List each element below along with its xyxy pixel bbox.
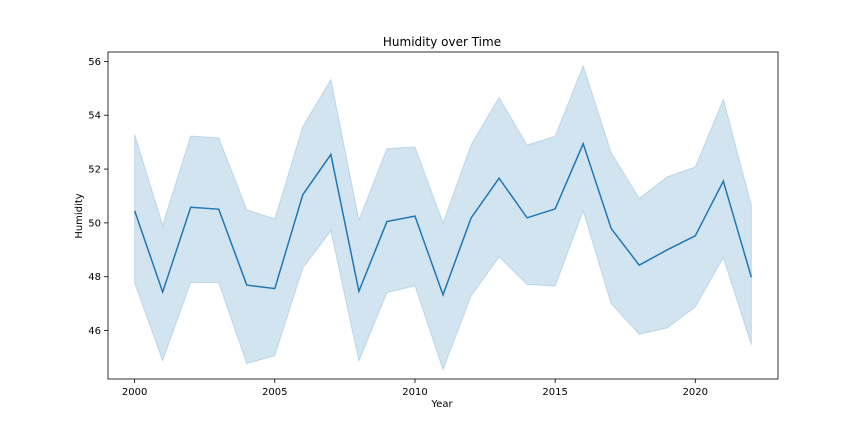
series-line bbox=[133, 141, 753, 297]
chart-title: Humidity over Time bbox=[383, 35, 501, 49]
x-tick-label: 2005 bbox=[262, 387, 287, 398]
plot-area-frame bbox=[107, 51, 779, 380]
y-tick-label: 56 bbox=[88, 57, 101, 68]
x-tick-label: 2000 bbox=[122, 387, 147, 398]
y-axis-ticks: 46 48 50 52 54 56 bbox=[88, 57, 108, 337]
line-layer bbox=[133, 141, 753, 297]
y-tick-label: 52 bbox=[88, 165, 101, 176]
y-tick-label: 48 bbox=[88, 272, 101, 283]
y-tick-label: 46 bbox=[88, 326, 101, 337]
x-axis-ticks: 2000 2005 2010 2015 2020 bbox=[122, 379, 708, 398]
confidence-band-layer bbox=[134, 64, 752, 372]
y-tick-label: 54 bbox=[88, 111, 101, 122]
confidence-band bbox=[134, 64, 752, 372]
y-axis-label: Humidity bbox=[74, 193, 85, 238]
x-tick-label: 2010 bbox=[402, 387, 427, 398]
x-tick-label: 2020 bbox=[683, 387, 708, 398]
x-axis-label: Year bbox=[430, 399, 453, 410]
x-tick-label: 2015 bbox=[542, 387, 567, 398]
y-tick-label: 50 bbox=[88, 218, 101, 229]
